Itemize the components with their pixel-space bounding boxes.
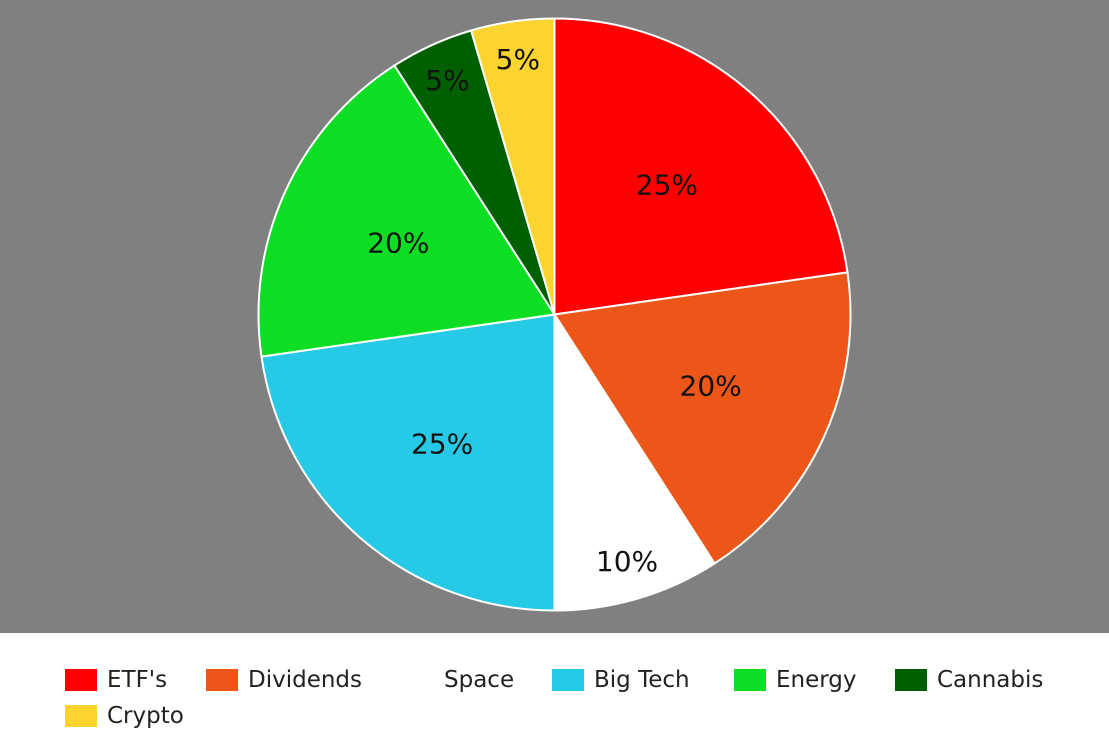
pie-slice-space <box>553 311 716 612</box>
legend-item-energy[interactable]: Energy <box>734 664 857 696</box>
legend-swatch-etf-s <box>65 669 97 691</box>
pie-slice-energy <box>257 64 557 358</box>
slice-label-dividends: 20% <box>680 369 742 402</box>
legend-swatch-space <box>402 669 434 691</box>
slice-label-space: 10% <box>596 545 658 578</box>
legend-swatch-crypto <box>65 705 97 727</box>
pie-slice-dividends <box>552 271 852 565</box>
slice-label-big-tech: 25% <box>411 428 473 461</box>
legend-item-dividends[interactable]: Dividends <box>206 664 362 696</box>
slice-label-energy: 20% <box>367 227 429 260</box>
legend-swatch-big-tech <box>552 669 584 691</box>
legend-item-space[interactable]: Space <box>402 664 514 696</box>
slice-label-etf-s: 25% <box>636 168 698 201</box>
legend-item-big-tech[interactable]: Big Tech <box>552 664 690 696</box>
legend-label-crypto: Crypto <box>107 703 184 729</box>
legend-label-big-tech: Big Tech <box>594 667 690 693</box>
legend-swatch-dividends <box>206 669 238 691</box>
legend-label-energy: Energy <box>776 667 857 693</box>
legend-label-dividends: Dividends <box>248 667 363 693</box>
pie-slice-crypto <box>469 17 556 315</box>
legend-item-etf-s[interactable]: ETF's <box>65 664 167 696</box>
legend-label-cannabis: Cannabis <box>937 667 1044 693</box>
legend-label-space: Space <box>444 667 515 693</box>
pie-slice-big-tech <box>260 313 556 612</box>
pie-slice-etf-s <box>553 17 849 316</box>
legend: ETF's Dividends Space Big Tech Energy Cannabi… <box>65 664 1085 736</box>
chart-area: 25% 20% 10% 25% 20% 5% 5% <box>0 0 1109 633</box>
slice-label-cannabis: 5% <box>425 64 469 97</box>
legend-item-cannabis[interactable]: Cannabis <box>895 664 1043 696</box>
legend-swatch-energy <box>734 669 766 691</box>
legend-swatch-cannabis <box>895 669 927 691</box>
legend-label-etf-s: ETF's <box>107 667 168 693</box>
pie-chart: 25% 20% 10% 25% 20% 5% 5% <box>257 17 852 612</box>
slice-label-crypto: 5% <box>496 43 540 76</box>
legend-item-crypto[interactable]: Crypto <box>65 700 184 732</box>
